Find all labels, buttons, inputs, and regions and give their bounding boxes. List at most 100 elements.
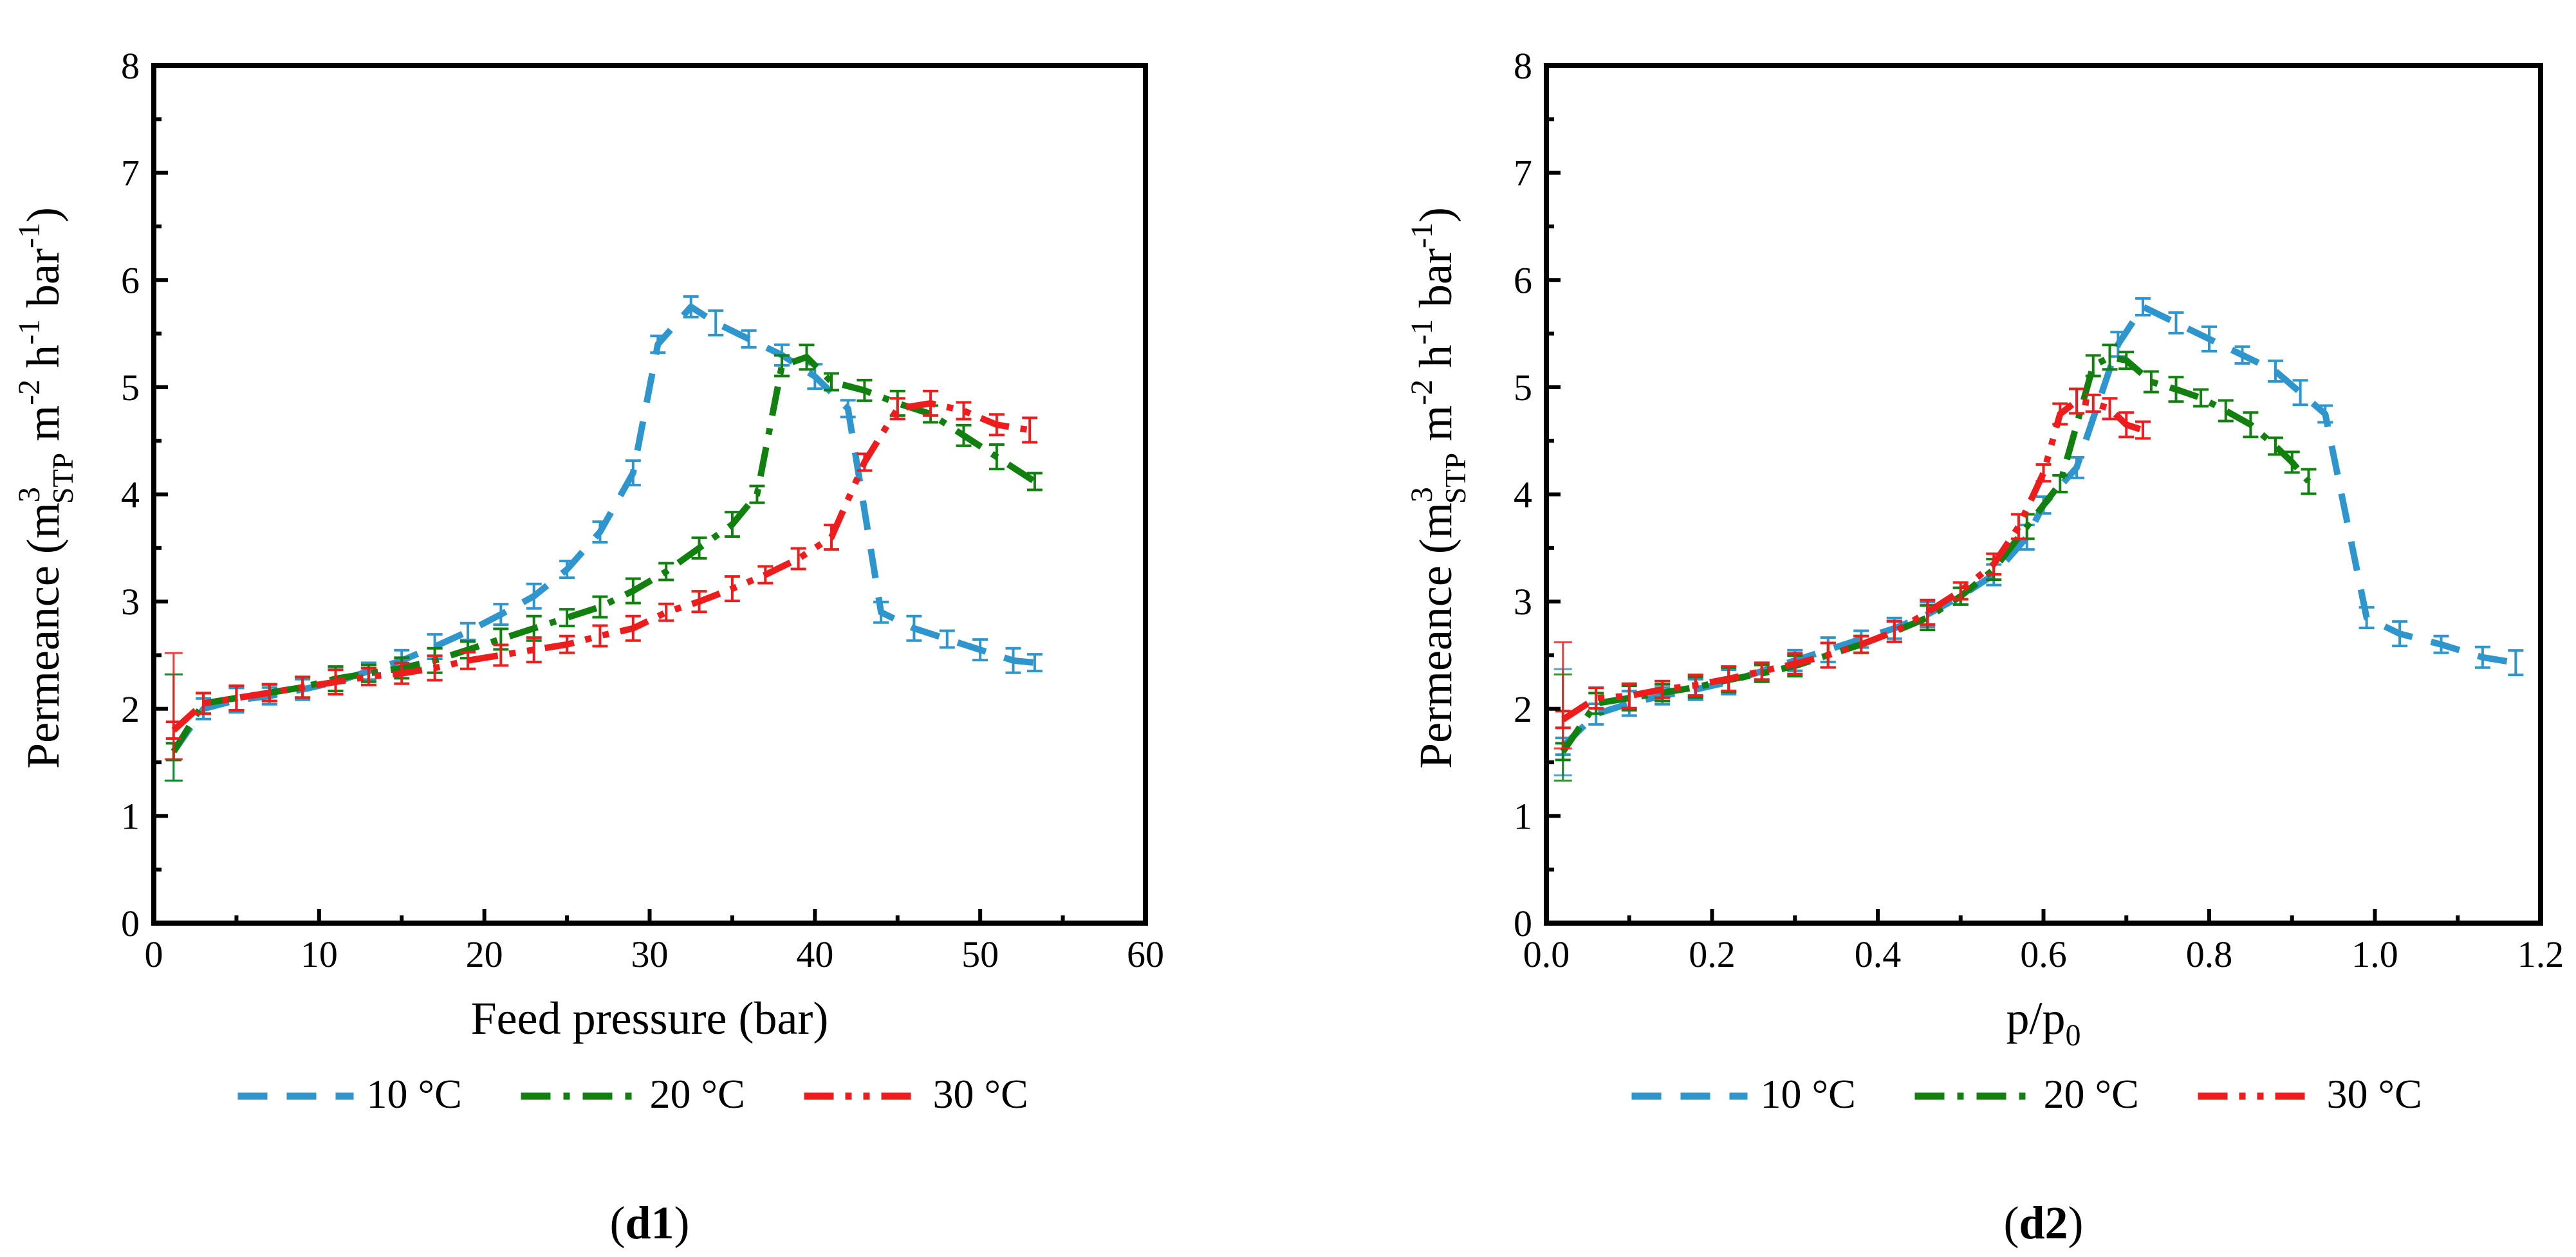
series-10Cc [1553, 297, 2524, 776]
x-tick-label: 0.2 [1689, 933, 1736, 975]
error-bar [790, 547, 806, 571]
x-tick-label: 1.2 [2517, 933, 2564, 975]
legend: 10 °C 20 °C 30 °C [237, 1071, 1028, 1117]
y-tick-label: 7 [1514, 152, 1532, 194]
error-bar [2301, 468, 2317, 495]
series-line [171, 399, 1030, 733]
error-bar [526, 636, 542, 664]
error-bar [196, 692, 212, 715]
series-30Cc [1553, 387, 2151, 749]
series-30Cc [164, 389, 1038, 760]
error-bar [2135, 297, 2151, 317]
error-bar [360, 666, 376, 686]
error-bar [1952, 581, 1969, 601]
plot-frame [1544, 63, 2543, 926]
x-tick-label: 0.0 [1523, 933, 1570, 975]
legend-label: 30 °C [933, 1071, 1028, 1117]
series-line [1561, 398, 2144, 722]
y-tick-label: 8 [121, 45, 140, 87]
x-axis-label: p/p0 [2006, 993, 2080, 1052]
x-tick-label: 10 [301, 933, 338, 975]
y-tick-label: 6 [1514, 259, 1532, 301]
y-tick-label: 4 [1514, 474, 1532, 516]
error-bar [559, 608, 575, 628]
x-axis-label: Feed pressure (bar) [471, 993, 829, 1044]
error-bar [658, 602, 674, 622]
error-bar [2218, 399, 2234, 423]
panel-caption: (d2) [2003, 1197, 2083, 1249]
legend-label: 10 °C [367, 1071, 462, 1117]
error-bar [2135, 420, 2151, 440]
y-tick-label: 2 [1514, 688, 1532, 730]
error-bar [889, 397, 905, 421]
y-tick-label: 1 [121, 795, 140, 837]
error-bar [824, 372, 840, 392]
error-bar [956, 401, 972, 421]
y-tick-label: 6 [121, 259, 140, 301]
x-tick-label: 0.8 [2186, 933, 2233, 975]
y-tick-label: 7 [121, 152, 140, 194]
y-tick-label: 8 [1514, 45, 1532, 87]
error-bar [1886, 619, 1902, 643]
legend-label: 10 °C [1761, 1071, 1856, 1117]
chart-panel-d2: 0.0 0.2 0.4 0.6 0.8 1.0 1.2 0 1 2 3 4 5 6 7 8 Permeance … [1405, 45, 2564, 1249]
y-tick-label: 0 [1514, 903, 1532, 944]
x-tick-label: 60 [1127, 933, 1164, 975]
chart-panel-d1: 0 10 20 30 40 50 60 0 1 2 3 4 5 6 7 8 Permeance (m3STP m… [12, 45, 1164, 1249]
error-bar [459, 650, 476, 670]
y-tick-label: 5 [121, 367, 140, 408]
y-tick-label: 4 [121, 474, 140, 516]
y-tick-label: 1 [1514, 795, 1532, 837]
error-bar [1026, 653, 1042, 673]
legend-label: 20 °C [650, 1071, 745, 1117]
error-bar [2292, 379, 2308, 407]
error-bar [2069, 387, 2084, 415]
x-tick-label: 0.6 [2020, 933, 2067, 975]
legend-label: 30 °C [2327, 1071, 2422, 1117]
y-tick-label: 3 [1514, 581, 1532, 623]
error-bar [2102, 344, 2118, 371]
x-tick-label: 20 [466, 933, 503, 975]
error-bar [1022, 416, 1038, 444]
error-bar [2268, 359, 2283, 383]
error-bar [592, 624, 608, 648]
error-bar [1026, 472, 1042, 491]
series-20Cc [164, 344, 1042, 782]
x-tick-label: 40 [796, 933, 833, 975]
error-bar [459, 621, 476, 641]
x-tick-label: 0 [145, 933, 163, 975]
plot-frame [151, 63, 1148, 926]
error-bar [592, 595, 608, 619]
x-tick-label: 0.4 [1855, 933, 1902, 975]
error-bar [1621, 682, 1637, 710]
error-bar [1754, 661, 1770, 681]
series-20Cc [1553, 344, 2317, 782]
error-bar [261, 683, 277, 702]
y-tick-label: 2 [121, 688, 140, 730]
error-bar [2193, 388, 2209, 408]
error-bar [2508, 649, 2524, 677]
y-tick-label: 0 [121, 903, 140, 944]
y-axis-label: Permeance (m3STP m-2 h-1 bar-1) [12, 207, 79, 769]
x-tick-label: 30 [631, 933, 669, 975]
y-tick-label: 5 [1514, 367, 1532, 408]
series-line [1561, 303, 2517, 749]
error-bar [1553, 641, 1572, 749]
error-bar [493, 643, 509, 667]
error-bar [2010, 513, 2026, 540]
y-tick-label: 3 [121, 581, 140, 623]
error-bar [1588, 686, 1604, 710]
error-bar [164, 652, 183, 760]
error-bar [1920, 598, 1936, 626]
panel-caption: (d1) [609, 1197, 689, 1249]
series-10Cc [164, 295, 1042, 782]
y-axis-label: Permeance (m3STP m-2 h-1 bar-1) [1405, 207, 1472, 769]
series-line [1560, 354, 2312, 754]
error-bar [939, 629, 955, 649]
legend-label: 20 °C [2044, 1071, 2139, 1117]
error-bar [708, 309, 724, 336]
error-bar [2143, 370, 2159, 394]
error-bar [2102, 397, 2118, 421]
error-bar [228, 684, 245, 712]
